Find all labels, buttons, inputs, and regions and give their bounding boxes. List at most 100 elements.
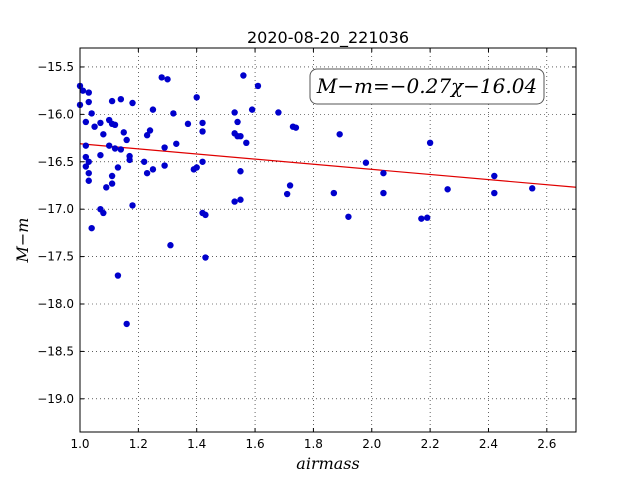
data-point	[114, 272, 122, 279]
data-point	[231, 109, 238, 116]
data-point	[126, 156, 133, 164]
data-point	[143, 132, 151, 139]
data-point	[336, 131, 343, 138]
data-point	[146, 127, 154, 134]
data-point	[88, 110, 95, 117]
data-point	[444, 186, 451, 193]
chart-title: 2020-08-20_221036	[247, 28, 409, 48]
y-tick-label: −16.5	[37, 155, 74, 169]
x-tick-label: 2.2	[421, 437, 440, 451]
data-point	[161, 144, 168, 151]
y-axis-ticks: −15.5 −16.0 −16.5 −17.0 −17.5 −18.0 −18.5 −19.0	[37, 60, 576, 406]
data-point	[234, 118, 241, 126]
data-point	[85, 98, 92, 106]
data-point	[426, 139, 434, 147]
data-point	[129, 202, 136, 209]
data-point	[100, 131, 107, 138]
data-point	[114, 164, 122, 171]
data-point	[97, 151, 104, 159]
data-point	[91, 123, 98, 130]
data-point	[123, 136, 130, 144]
data-point	[149, 106, 157, 113]
data-point	[275, 109, 282, 116]
y-tick-label: −18.0	[37, 297, 74, 311]
data-point	[164, 76, 171, 83]
x-tick-label: 2.0	[362, 437, 381, 451]
data-point	[158, 74, 165, 81]
data-point	[237, 168, 244, 175]
x-tick-label: 1.4	[187, 437, 206, 451]
data-point	[491, 172, 498, 180]
fit-annotation-text: M−m=−0.27χ−16.04	[316, 74, 537, 98]
data-point	[140, 158, 148, 165]
x-tick-label: 1.0	[70, 437, 89, 451]
fit-line-layer	[79, 143, 577, 188]
y-axis-title: M−m	[13, 218, 32, 264]
data-point	[105, 142, 113, 149]
data-point	[82, 118, 90, 126]
data-point	[380, 189, 387, 197]
y-tick-label: −17.5	[37, 250, 74, 264]
data-point	[491, 189, 498, 197]
data-point	[111, 145, 119, 152]
data-point	[237, 132, 244, 140]
data-point	[88, 224, 95, 232]
data-point	[161, 162, 168, 169]
data-point	[123, 320, 130, 328]
data-point	[149, 166, 157, 173]
data-point	[79, 87, 87, 94]
data-point	[170, 110, 177, 117]
y-tick-label: −18.5	[37, 344, 74, 358]
data-point	[199, 119, 206, 127]
x-tick-label: 2.4	[479, 437, 498, 451]
data-point	[199, 158, 206, 165]
data-point	[100, 209, 107, 217]
data-point	[85, 169, 92, 177]
data-point	[108, 180, 116, 187]
data-point	[362, 159, 370, 166]
x-tick-label: 1.8	[304, 437, 323, 451]
x-axis-title: airmass	[296, 454, 359, 473]
data-point	[243, 139, 250, 147]
data-point	[330, 189, 338, 197]
y-tick-label: −15.5	[37, 60, 74, 74]
y-tick-label: −16.0	[37, 107, 74, 121]
data-point	[345, 213, 352, 220]
data-points-layer	[76, 72, 536, 328]
data-point	[237, 196, 244, 203]
fit-line	[79, 143, 577, 188]
data-point	[143, 169, 151, 177]
grid-lines	[79, 48, 576, 432]
fit-annotation-box	[309, 68, 545, 105]
x-tick-label: 1.2	[129, 437, 148, 451]
data-point	[292, 124, 300, 131]
x-tick-label: 2.6	[537, 437, 556, 451]
data-point	[167, 242, 174, 249]
data-point	[202, 211, 209, 219]
data-point	[199, 128, 206, 135]
data-point	[82, 142, 90, 149]
data-point	[283, 190, 291, 198]
data-point	[117, 146, 125, 153]
data-point	[193, 164, 200, 171]
data-point	[380, 169, 387, 177]
data-point	[193, 94, 200, 101]
x-axis-ticks: 1.0 1.2 1.4 1.6 1.8 2.0 2.2 2.4 2.6	[70, 48, 556, 451]
data-point	[286, 182, 294, 189]
data-point	[173, 140, 180, 147]
data-point	[418, 215, 425, 222]
data-point	[108, 172, 116, 180]
data-point	[424, 214, 431, 221]
data-point	[85, 89, 92, 96]
data-point	[103, 184, 110, 191]
data-point	[85, 158, 92, 165]
data-point	[240, 72, 247, 79]
data-point	[202, 254, 209, 261]
data-point	[248, 106, 256, 113]
plot-frame	[79, 47, 577, 433]
data-point	[82, 153, 90, 161]
data-point	[82, 163, 90, 170]
data-point	[184, 120, 192, 128]
x-tick-label: 1.6	[246, 437, 265, 451]
